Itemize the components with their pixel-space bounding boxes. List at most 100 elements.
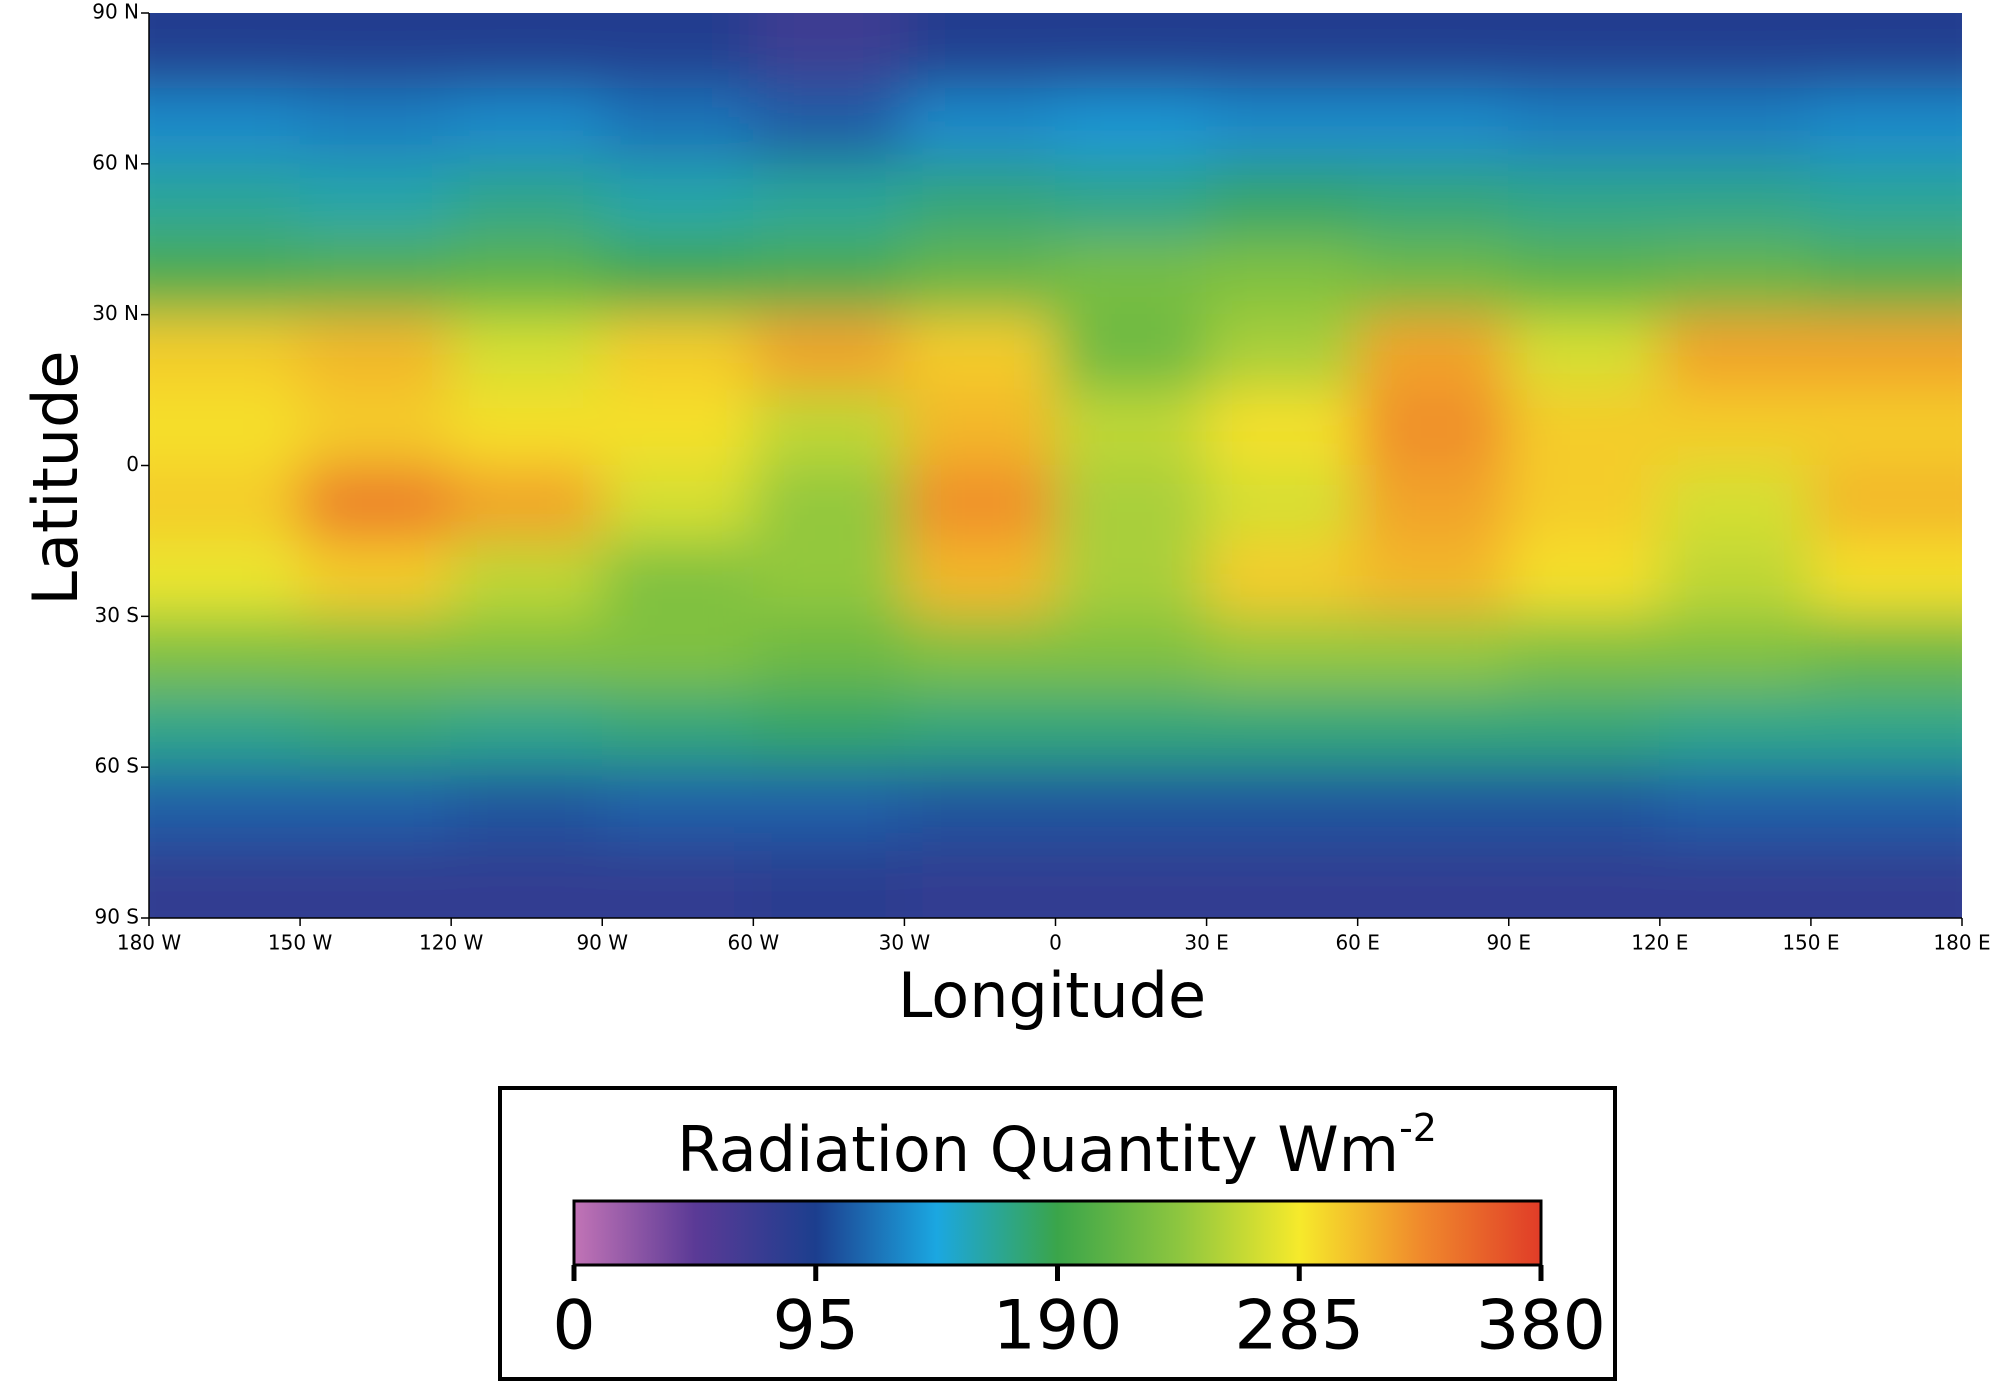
heat-cell [1810, 615, 1962, 693]
x-tick-label: 30 W [879, 931, 931, 955]
heat-cell [1206, 691, 1359, 768]
heat-cell [1508, 87, 1661, 165]
heat-cell [1055, 465, 1208, 542]
heat-cell [149, 314, 301, 391]
heat-cell [1055, 314, 1208, 391]
heat-cell [149, 766, 301, 844]
heat-cell [903, 691, 1056, 768]
heat-cell [1508, 13, 1661, 89]
heat-cell [601, 163, 754, 240]
heat-cell [1055, 163, 1208, 240]
x-tick-label: 120 W [419, 931, 484, 955]
colorbar-tick-label: 0 [552, 1287, 595, 1366]
legend-box [498, 1086, 1617, 1381]
y-tick-label: 30 N [92, 301, 139, 325]
heat-cell [1357, 842, 1510, 918]
heat-cell [1055, 842, 1208, 918]
heat-cell [450, 13, 603, 89]
heat-cell [1659, 615, 1812, 693]
heat-cell [1810, 766, 1962, 844]
heat-cell [752, 691, 905, 768]
heat-cell [1659, 465, 1812, 542]
heat-cell [299, 465, 452, 542]
heat-cell [299, 540, 452, 617]
heat-cell [1659, 13, 1812, 89]
heat-cell [1508, 389, 1661, 466]
heat-cell [450, 314, 603, 391]
heat-cell [1357, 389, 1510, 466]
heat-cell [299, 691, 452, 768]
heat-cell [1055, 87, 1208, 165]
y-tick-label: 30 S [94, 603, 139, 627]
heat-cell [1206, 314, 1359, 391]
heat-cell [903, 842, 1056, 918]
heat-cell [1659, 691, 1812, 768]
heat-cell [601, 13, 754, 89]
heat-cell [1055, 238, 1208, 316]
x-tick-label: 30 E [1184, 931, 1228, 955]
heat-cell [601, 766, 754, 844]
heat-cell [752, 766, 905, 844]
heat-cell [1055, 540, 1208, 617]
heat-cell [752, 540, 905, 617]
heat-cell [1508, 238, 1661, 316]
colorbar-tick-label: 190 [993, 1287, 1123, 1366]
heat-cell [1357, 314, 1510, 391]
heat-cell [1206, 465, 1359, 542]
heat-cell [1357, 540, 1510, 617]
heat-cell [752, 465, 905, 542]
heat-cell [1810, 238, 1962, 316]
heat-cell [1055, 615, 1208, 693]
heat-cell [1508, 163, 1661, 240]
heat-cell [450, 842, 603, 918]
heat-cell [1206, 842, 1359, 918]
heat-cell [1810, 314, 1962, 391]
heat-cell [450, 691, 603, 768]
heat-cell [1206, 13, 1359, 89]
heat-cell [752, 238, 905, 316]
heat-cell [601, 691, 754, 768]
heat-cell [903, 238, 1056, 316]
heat-cell [903, 87, 1056, 165]
heat-cell [1055, 13, 1208, 89]
heat-cell [1508, 842, 1661, 918]
heat-cell [903, 540, 1056, 617]
heat-cell [149, 87, 301, 165]
heat-cell [1357, 615, 1510, 693]
heat-cell [903, 163, 1056, 240]
x-tick-label: 60 E [1335, 931, 1379, 955]
heat-cell [601, 87, 754, 165]
colorbar-tick-label: 95 [772, 1287, 859, 1366]
heat-cell [1357, 163, 1510, 240]
heat-cell [752, 389, 905, 466]
heat-cell [1659, 238, 1812, 316]
x-tick-label: 150 E [1782, 931, 1839, 955]
heat-cell [601, 465, 754, 542]
heat-cell [1659, 540, 1812, 617]
heat-cell [1206, 87, 1359, 165]
heat-cell [299, 842, 452, 918]
x-axis-title: Longitude [898, 959, 1206, 1032]
heat-cell [149, 163, 301, 240]
heat-cell [752, 163, 905, 240]
heat-cell [1357, 13, 1510, 89]
heat-cell [1659, 766, 1812, 844]
heat-cell [1508, 615, 1661, 693]
heat-cell [903, 314, 1056, 391]
heat-cell [903, 615, 1056, 693]
heat-cell [1810, 691, 1962, 768]
heat-cell [752, 13, 905, 89]
heatmap [149, 13, 1962, 918]
heat-cell [299, 766, 452, 844]
heat-cell [450, 766, 603, 844]
heat-cell [149, 691, 301, 768]
x-tick-label: 90 E [1487, 931, 1531, 955]
heat-cell [450, 615, 603, 693]
heat-cell [752, 314, 905, 391]
heat-cell [299, 238, 452, 316]
heat-cell [149, 842, 301, 918]
heat-cell [1055, 766, 1208, 844]
heat-cell [149, 540, 301, 617]
colorbar-tick-label: 380 [1476, 1287, 1606, 1366]
heat-cell [601, 615, 754, 693]
